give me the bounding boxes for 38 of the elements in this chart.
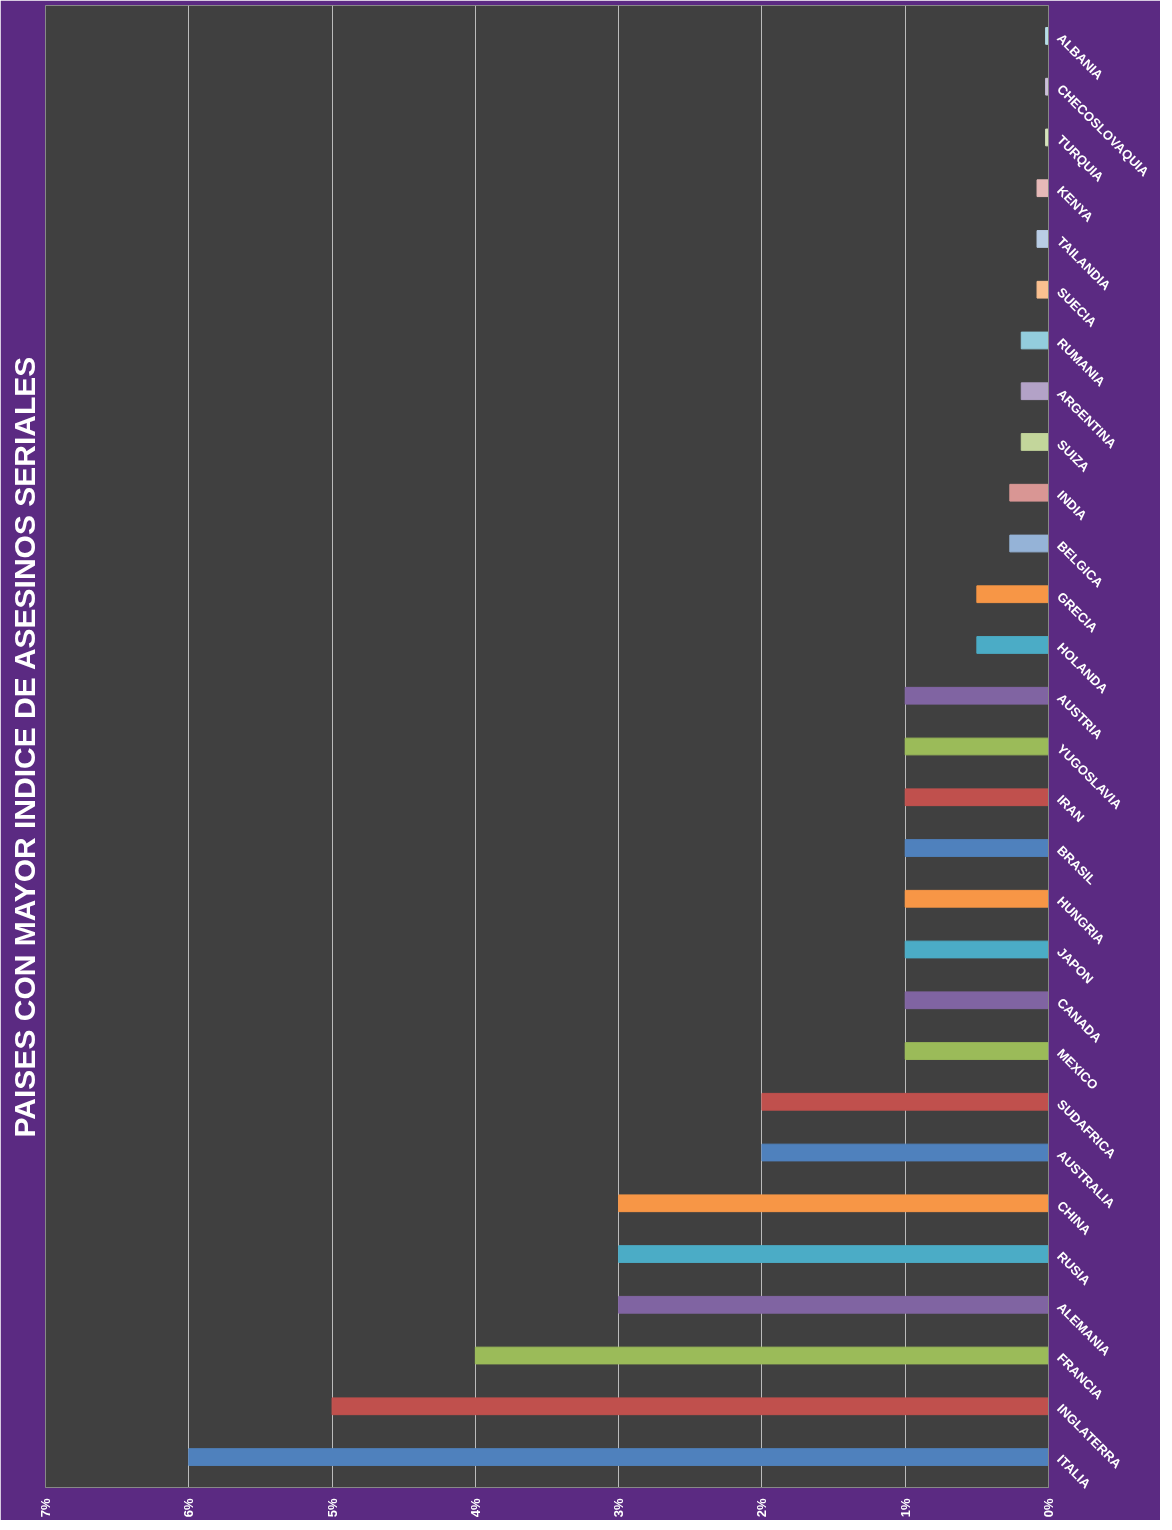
x-tick-label: 4% [467, 1498, 483, 1518]
x-tick-label: 5% [324, 1498, 340, 1518]
x-tick-label: 0% [1041, 1498, 1056, 1518]
bar [1036, 179, 1049, 198]
bar [904, 839, 1049, 857]
x-tick-label: 3% [611, 1498, 627, 1518]
bar [904, 788, 1049, 807]
x-tick-label: 6% [181, 1498, 197, 1518]
bar [618, 1295, 1049, 1314]
bar [904, 686, 1049, 705]
bar [761, 1092, 1049, 1111]
bar [976, 636, 1049, 654]
bar [1020, 382, 1049, 401]
bar [474, 1346, 1049, 1365]
bar [1009, 483, 1049, 502]
x-tick-label: 1% [897, 1498, 913, 1518]
bar [761, 1143, 1049, 1162]
bar [1036, 230, 1049, 248]
bar [904, 737, 1049, 756]
bar [618, 1245, 1049, 1263]
bar [904, 991, 1049, 1010]
bar [188, 1448, 1049, 1466]
bar [904, 889, 1049, 908]
text: PAISES CON MAYOR INDICE DE ASESINOS SERIALES [7, 356, 41, 1138]
x-tick-label: 2% [754, 1498, 770, 1518]
bar [904, 1042, 1049, 1060]
bar [904, 940, 1049, 959]
bar [1045, 27, 1049, 45]
bar [618, 1194, 1049, 1213]
bar [976, 585, 1049, 604]
bar [1009, 534, 1049, 553]
bar [1036, 280, 1049, 299]
bar [1020, 331, 1049, 350]
bar [1045, 128, 1049, 147]
bar [331, 1397, 1049, 1416]
bar [1020, 433, 1049, 451]
x-tick-label: 7% [38, 1498, 53, 1518]
bar [1045, 77, 1049, 96]
